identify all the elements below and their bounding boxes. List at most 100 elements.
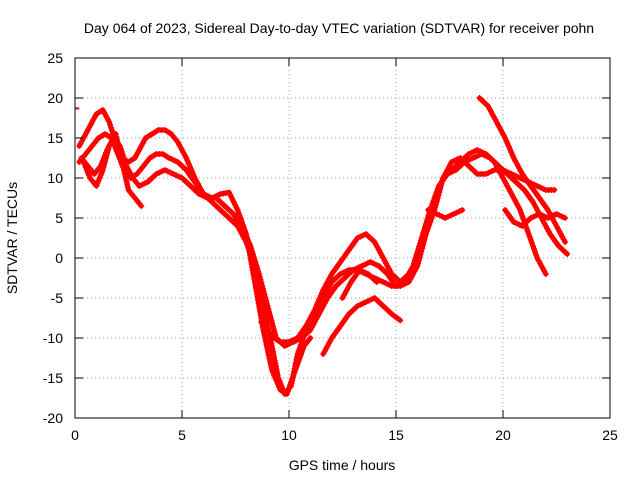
data-point [121,170,128,177]
data-point [273,366,280,373]
data-point [316,295,323,302]
data-point [419,240,426,246]
data-point [327,337,334,344]
data-point [541,220,548,227]
data-point [102,158,109,164]
data-point [118,156,125,163]
data-point [84,169,91,176]
data-point [113,136,120,143]
data-point [319,289,325,296]
data-point [471,148,478,155]
data-point [407,268,414,275]
y-tick-label: -20 [43,410,63,426]
data-point [527,215,534,221]
data-point [292,359,299,366]
data-point [268,367,275,373]
data-point [262,335,269,342]
data-point [434,195,441,202]
data-point [243,234,250,241]
data-point [288,380,295,387]
data-point [117,153,124,160]
data-point [515,204,522,211]
data-point [425,207,432,213]
data-point [266,355,273,362]
data-point [564,251,571,257]
data-point [375,247,382,253]
series-trace [320,295,403,357]
data-point [264,303,271,309]
data-point [269,320,276,327]
data-point [426,222,433,228]
data-point [345,284,352,291]
data-point [509,152,516,159]
data-point [105,146,112,152]
data-point [188,166,195,173]
data-point [518,210,525,216]
data-point [482,171,489,177]
data-point [311,319,318,325]
data-point [373,261,379,268]
data-point [416,249,423,255]
data-point [424,228,430,234]
data-point [289,374,296,381]
data-point [374,244,381,251]
x-tick-label: 0 [71,427,79,443]
data-point [368,296,375,303]
data-point [327,273,334,280]
series-trace [81,131,144,209]
data-point [445,164,452,171]
data-point [448,159,455,165]
data-point [109,127,115,134]
data-point [275,375,282,381]
data-point [444,167,451,173]
data-point [503,137,510,144]
data-point [288,337,295,344]
data-point [414,255,421,261]
data-point [291,365,298,372]
data-point [262,338,269,345]
data-point [453,209,460,216]
data-point [507,146,513,153]
data-point [114,139,121,146]
data-point [468,149,475,156]
data-point [413,257,419,264]
data-point [542,271,549,277]
data-point [360,232,367,239]
data-series [76,131,549,397]
data-point [307,327,314,333]
data-point [92,113,98,120]
data-point [380,279,387,285]
data-point [357,301,364,308]
data-point [123,178,130,185]
data-point [266,311,273,318]
data-point [527,237,534,243]
data-point [159,168,165,175]
data-point [307,335,314,341]
data-point [511,196,518,203]
data-point [535,257,542,264]
series-trace [502,207,568,229]
data-point [537,260,544,267]
data-point [317,308,324,315]
data-point [510,155,517,161]
data-point [101,161,108,167]
data-point [500,175,506,181]
data-point [339,295,346,301]
y-tick-label: 20 [47,90,63,106]
data-point [294,353,300,360]
data-point [306,317,312,324]
data-point [268,340,275,347]
data-point [240,225,247,232]
y-tick-label: -10 [43,330,63,346]
data-point [186,163,193,170]
data-point [117,150,124,157]
data-point [342,289,349,296]
data-point [174,139,181,145]
data-point [185,160,192,167]
data-point [267,314,274,321]
data-point [104,149,111,155]
data-point [356,267,363,273]
data-point [481,152,488,159]
data-point [258,279,265,286]
data-point [393,283,399,289]
